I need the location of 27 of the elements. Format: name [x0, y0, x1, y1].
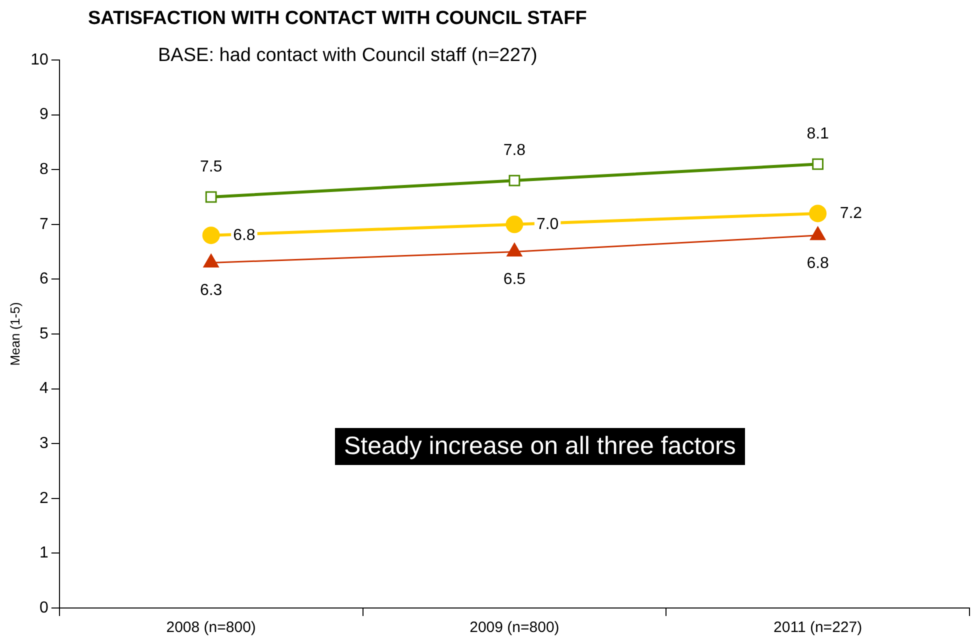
y-tick-label: 5	[39, 325, 48, 342]
data-label: 7.8	[503, 142, 526, 159]
chart-title: SATISFACTION WITH CONTACT WITH COUNCIL STAFF	[88, 8, 587, 30]
x-tick-label: 2009 (n=800)	[470, 619, 560, 636]
data-label: 7.5	[200, 158, 222, 176]
y-tick-label: 7	[39, 216, 48, 233]
x-tick-label: 2011 (n=227)	[774, 619, 862, 636]
y-tick-label: 4	[39, 380, 48, 398]
y-tick-label: 2	[39, 490, 48, 507]
data-label: 8.1	[806, 126, 830, 143]
y-tick-label: 10	[30, 51, 48, 68]
chart-subtitle: BASE: had contact with Council staff (n=227)	[158, 45, 538, 67]
annotation: Steady increase on all three factors	[335, 428, 745, 465]
data-label: 6.3	[200, 282, 222, 300]
data-label: 6.5	[503, 271, 526, 288]
y-tick-label: 9	[39, 106, 48, 124]
data-label: 7.2	[840, 204, 862, 222]
data-label: 6.8	[806, 254, 830, 272]
y-tick-label: 0	[39, 599, 48, 616]
data-label: 6.8	[233, 226, 256, 244]
y-tick-label: 8	[39, 161, 48, 178]
y-tick-label: 6	[39, 270, 48, 288]
data-label: 7.0	[536, 216, 559, 233]
y-tick-label: 1	[39, 544, 48, 562]
y-axis-title: Mean (1-5)	[7, 302, 22, 366]
y-tick-label: 3	[39, 435, 48, 452]
x-tick-label: 2008 (n=800)	[166, 619, 256, 636]
